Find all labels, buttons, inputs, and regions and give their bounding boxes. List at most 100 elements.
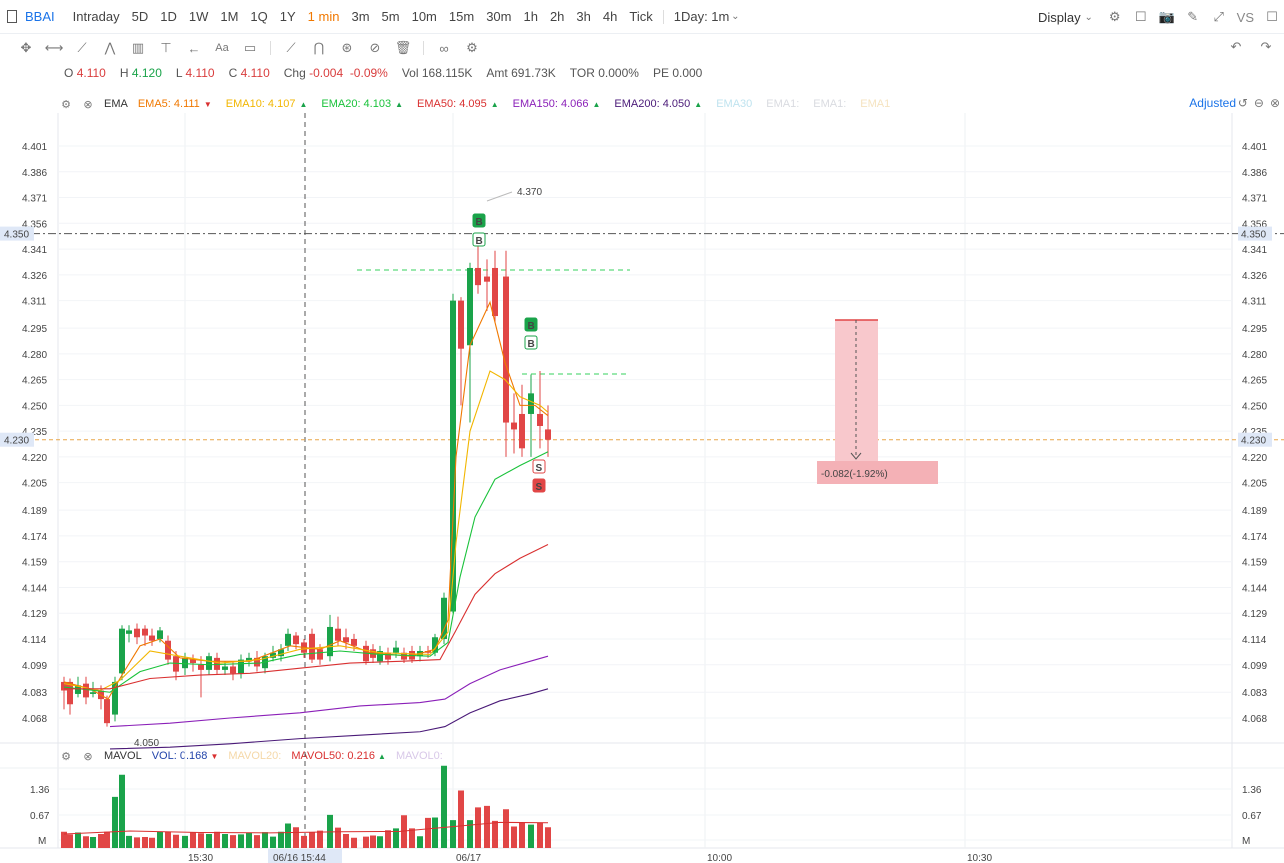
volume-bar — [98, 834, 104, 848]
price-tick-right: 4.401 — [1242, 142, 1267, 153]
volume-bar — [173, 834, 179, 848]
range-select[interactable]: 1Day: 1m — [673, 9, 730, 24]
price-tick-right: 4.083 — [1242, 688, 1267, 699]
price-tick-right: 4.386 — [1242, 168, 1267, 179]
volume-bar — [67, 834, 73, 848]
settings-gear-icon[interactable]: ⚙ — [1108, 9, 1121, 24]
ema-legend-item: EMA1 — [860, 98, 891, 110]
lock-eye-icon[interactable]: ⊛ — [341, 40, 353, 55]
price-tick-right: 4.189 — [1242, 506, 1267, 517]
tf-5d[interactable]: 5D — [131, 9, 149, 24]
arrow-tool-icon[interactable]: ← — [187, 40, 201, 56]
compare-vs-icon[interactable]: VS — [1236, 9, 1254, 25]
pencil-icon[interactable]: ✎ — [1187, 9, 1199, 24]
indicator-settings-icon[interactable]: ⚙ — [61, 750, 71, 763]
toolbar-divider — [270, 41, 271, 55]
display-menu[interactable]: Display — [1038, 9, 1081, 25]
high-quote: H 4.120 — [119, 66, 162, 80]
tf-10m[interactable]: 10m — [411, 9, 437, 24]
candle-body — [285, 633, 291, 646]
redo-icon[interactable]: ↷ — [1260, 39, 1272, 54]
link-icon[interactable]: ∞ — [439, 40, 449, 56]
indicator-settings-icon[interactable]: ⚙ — [61, 98, 71, 111]
price-tick-right: 4.356 — [1242, 219, 1267, 230]
candle-body — [377, 651, 383, 662]
volume-tick-right: M — [1242, 836, 1250, 847]
tf-intraday[interactable]: Intraday — [72, 9, 120, 24]
tf-3h[interactable]: 3h — [576, 9, 591, 24]
candle-body — [165, 640, 171, 660]
tf-15m[interactable]: 15m — [448, 9, 475, 24]
symbol-label[interactable]: BBAI — [25, 9, 55, 24]
ema-legend-item: EMA30 — [716, 98, 753, 110]
sidebar-toggle-icon[interactable] — [7, 10, 17, 23]
arrow-up-icon: ▲ — [592, 100, 601, 109]
tf-4h[interactable]: 4h — [602, 9, 618, 24]
tf-tick[interactable]: Tick — [629, 9, 653, 24]
trash-icon[interactable]: 🗑 — [394, 40, 412, 55]
price-tick-left: 4.129 — [22, 609, 47, 620]
volume-bar — [343, 834, 349, 848]
candle-body — [238, 659, 244, 674]
ema20-line — [63, 451, 549, 693]
tf-1m[interactable]: 1M — [220, 9, 239, 24]
price-tick-left: 4.144 — [22, 583, 47, 594]
candle-body — [90, 692, 96, 694]
mavol0-label: MAVOL0: — [395, 750, 443, 762]
arrow-up-icon: ▲ — [395, 100, 404, 109]
volume-bar — [409, 828, 415, 848]
candle-body — [441, 597, 447, 639]
crosshair-move-icon[interactable]: ✥ — [20, 40, 32, 55]
text-tool-icon[interactable]: Aa — [215, 42, 229, 54]
measure-tool-icon[interactable]: ⊤ — [160, 40, 172, 55]
undo-icon[interactable]: ↶ — [1230, 39, 1242, 54]
volume-bar — [537, 822, 543, 848]
tf-5m[interactable]: 5m — [381, 9, 400, 24]
pattern-tool-icon[interactable]: ⋀ — [104, 40, 116, 55]
hide-icon[interactable]: ⊘ — [369, 40, 381, 55]
tf-30m[interactable]: 30m — [486, 9, 512, 24]
indicator-close-icon[interactable]: ⊗ — [83, 98, 93, 111]
price-tick-right: 4.114 — [1242, 635, 1267, 646]
tf-1w[interactable]: 1W — [188, 9, 209, 24]
fullscreen-icon[interactable]: ⤢ — [1213, 9, 1224, 24]
ruler-icon[interactable]: ⟋ — [286, 40, 296, 55]
window-square-icon[interactable]: ☐ — [1266, 9, 1278, 24]
tf-1min[interactable]: 1 min — [307, 9, 340, 24]
candle-body — [198, 664, 204, 670]
trend-tool-icon[interactable]: ⟋ — [77, 40, 87, 55]
adjusted-toggle[interactable]: Adjusted — [1189, 96, 1236, 110]
volume-tick-left: M — [38, 836, 46, 847]
indicator-close-icon[interactable]: ⊗ — [83, 750, 93, 763]
chevron-down-icon[interactable]: ⌄ — [1084, 11, 1093, 23]
candle-body — [528, 393, 534, 414]
fib-tool-icon[interactable]: ▥ — [131, 40, 145, 55]
candle-body — [67, 681, 73, 705]
time-label: 06/17 — [456, 853, 481, 863]
tf-1h[interactable]: 1h — [523, 9, 538, 24]
candle-body — [335, 628, 341, 641]
ema-legend-item: EMA150: 4.066 ▲ — [512, 98, 601, 110]
camera-icon[interactable]: 📷 — [1158, 9, 1175, 24]
pane-controls: ↺ ⊖ ⊗ — [1238, 96, 1280, 110]
price-marker-label: 4.350 — [1241, 230, 1266, 241]
chevron-down-icon[interactable]: ⌄ — [731, 11, 740, 22]
minimize-icon[interactable]: ⊖ — [1253, 96, 1264, 110]
close-pane-icon[interactable]: ⊗ — [1269, 96, 1280, 110]
tf-1q[interactable]: 1Q — [250, 9, 268, 24]
comment-tool-icon[interactable]: ▭ — [243, 40, 257, 55]
volume-bar — [182, 835, 188, 848]
layout-square-icon[interactable]: ☐ — [1134, 9, 1147, 24]
tf-3m[interactable]: 3m — [351, 9, 370, 24]
time-label: 10:30 — [967, 853, 992, 863]
candle-body — [432, 637, 438, 653]
tf-1d[interactable]: 1D — [160, 9, 177, 24]
drawing-settings-icon[interactable]: ⚙ — [466, 40, 478, 55]
tf-1y[interactable]: 1Y — [279, 9, 296, 24]
reset-icon[interactable]: ↺ — [1237, 96, 1248, 110]
price-tick-left: 4.099 — [22, 661, 47, 672]
tf-2h[interactable]: 2h — [549, 9, 565, 24]
magnet-icon[interactable]: ⋂ — [313, 40, 325, 55]
line-tool-icon[interactable]: ⟷ — [44, 40, 64, 55]
